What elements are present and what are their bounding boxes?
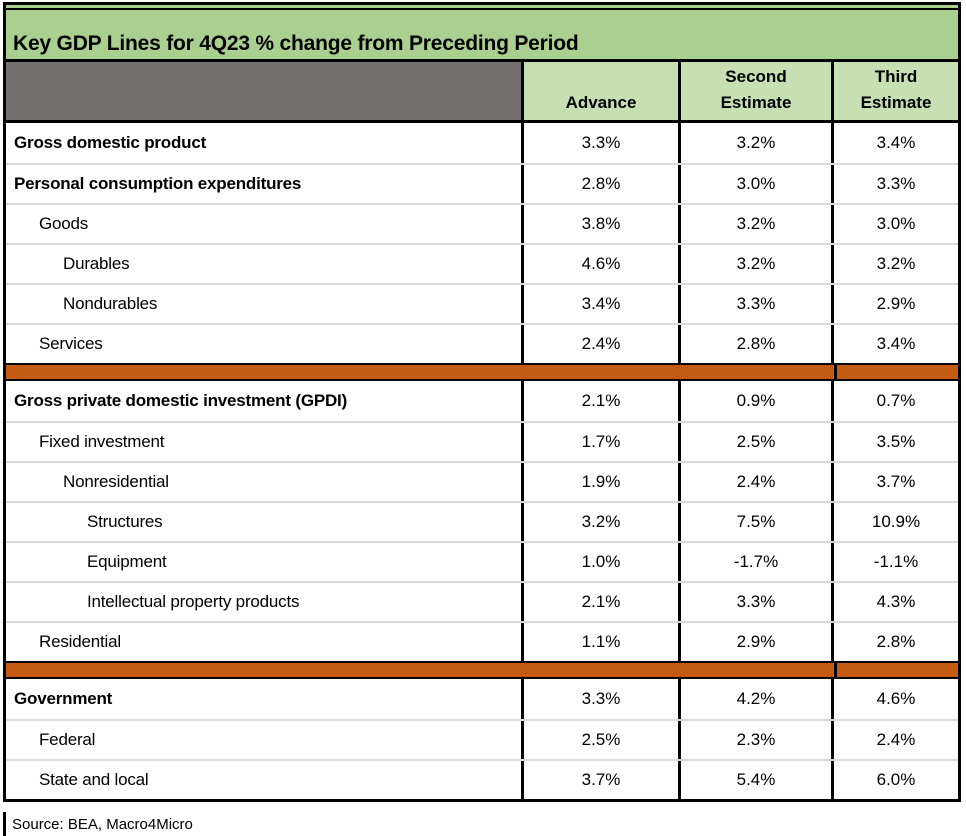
row-label: Intellectual property products bbox=[87, 592, 300, 611]
table-row: Government 3.3% 4.2% 4.6% bbox=[6, 679, 958, 719]
second-estimate-value: 3.3% bbox=[678, 285, 831, 323]
table-row: Fixed investment 1.7% 2.5% 3.5% bbox=[6, 421, 958, 461]
second-estimate-value: 3.2% bbox=[678, 245, 831, 283]
third-estimate-value: 6.0% bbox=[831, 761, 958, 799]
second-estimate-value: 2.3% bbox=[678, 721, 831, 759]
third-estimate-value: 3.2% bbox=[831, 245, 958, 283]
row-label: Residential bbox=[39, 632, 121, 651]
advance-value: 3.3% bbox=[521, 123, 678, 163]
third-estimate-value: 2.9% bbox=[831, 285, 958, 323]
advance-value: 2.8% bbox=[521, 165, 678, 203]
advance-value: 3.8% bbox=[521, 205, 678, 243]
header-corner-cell bbox=[6, 62, 521, 120]
table-row: Nonresidential 1.9% 2.4% 3.7% bbox=[6, 461, 958, 501]
orange-divider-segment bbox=[6, 663, 834, 677]
third-estimate-value: 3.5% bbox=[831, 423, 958, 461]
second-estimate-value: 7.5% bbox=[678, 503, 831, 541]
source-note: Source: BEA, Macro4Micro bbox=[12, 815, 193, 833]
third-estimate-value: 4.6% bbox=[831, 679, 958, 719]
third-estimate-value: 2.4% bbox=[831, 721, 958, 759]
table-row: Durables 4.6% 3.2% 3.2% bbox=[6, 243, 958, 283]
advance-value: 3.2% bbox=[521, 503, 678, 541]
row-label: Durables bbox=[63, 254, 130, 273]
second-estimate-value: 2.9% bbox=[678, 623, 831, 661]
third-estimate-value: 2.8% bbox=[831, 623, 958, 661]
second-estimate-value: 5.4% bbox=[678, 761, 831, 799]
column-header-row: Advance Second Estimate Third Estimate bbox=[6, 62, 958, 123]
second-estimate-value: 4.2% bbox=[678, 679, 831, 719]
advance-value: 3.7% bbox=[521, 761, 678, 799]
advance-value: 2.1% bbox=[521, 381, 678, 421]
third-estimate-value: 3.4% bbox=[831, 325, 958, 363]
second-estimate-value: 3.0% bbox=[678, 165, 831, 203]
table-row: Goods 3.8% 3.2% 3.0% bbox=[6, 203, 958, 243]
table-row: Gross private domestic investment (GPDI)… bbox=[6, 381, 958, 421]
row-label: Government bbox=[14, 689, 113, 708]
table-row: Intellectual property products 2.1% 3.3%… bbox=[6, 581, 958, 621]
table-row: Federal 2.5% 2.3% 2.4% bbox=[6, 719, 958, 759]
second-estimate-value: 3.2% bbox=[678, 205, 831, 243]
orange-divider bbox=[6, 661, 958, 679]
table-row: Structures 3.2% 7.5% 10.9% bbox=[6, 501, 958, 541]
column-header-third-estimate: Third Estimate bbox=[831, 62, 958, 120]
table-row: Residential 1.1% 2.9% 2.8% bbox=[6, 621, 958, 661]
advance-value: 1.1% bbox=[521, 623, 678, 661]
third-estimate-value: 3.0% bbox=[831, 205, 958, 243]
advance-value: 1.0% bbox=[521, 543, 678, 581]
table-title-bar: Key GDP Lines for 4Q23 % change from Pre… bbox=[6, 10, 958, 62]
table-title: Key GDP Lines for 4Q23 % change from Pre… bbox=[13, 32, 579, 55]
third-estimate-value: 3.3% bbox=[831, 165, 958, 203]
gdp-table: Key GDP Lines for 4Q23 % change from Pre… bbox=[3, 2, 961, 802]
row-label: Personal consumption expenditures bbox=[14, 174, 302, 193]
advance-value: 2.5% bbox=[521, 721, 678, 759]
second-estimate-value: 2.8% bbox=[678, 325, 831, 363]
advance-value: 3.3% bbox=[521, 679, 678, 719]
row-label: Equipment bbox=[87, 552, 167, 571]
third-estimate-value: 0.7% bbox=[831, 381, 958, 421]
row-label: Nonresidential bbox=[63, 472, 169, 491]
orange-divider-segment bbox=[6, 365, 834, 379]
table-row: Services 2.4% 2.8% 3.4% bbox=[6, 323, 958, 363]
row-label: Services bbox=[39, 334, 103, 353]
table-row: Nondurables 3.4% 3.3% 2.9% bbox=[6, 283, 958, 323]
second-estimate-value: 2.4% bbox=[678, 463, 831, 501]
table-row: Equipment 1.0% -1.7% -1.1% bbox=[6, 541, 958, 581]
second-estimate-value: 3.2% bbox=[678, 123, 831, 163]
second-estimate-value: 2.5% bbox=[678, 423, 831, 461]
second-estimate-value: 0.9% bbox=[678, 381, 831, 421]
row-label: State and local bbox=[39, 770, 149, 789]
table-row: Gross domestic product 3.3% 3.2% 3.4% bbox=[6, 123, 958, 163]
row-label: Gross private domestic investment (GPDI) bbox=[14, 391, 348, 410]
advance-value: 1.7% bbox=[521, 423, 678, 461]
third-estimate-value: -1.1% bbox=[831, 543, 958, 581]
row-label: Federal bbox=[39, 730, 96, 749]
third-estimate-value: 3.4% bbox=[831, 123, 958, 163]
second-estimate-value: 3.3% bbox=[678, 583, 831, 621]
orange-divider-segment bbox=[834, 663, 958, 677]
row-label: Goods bbox=[39, 214, 89, 233]
column-header-second-estimate: Second Estimate bbox=[678, 62, 831, 120]
table-row: Personal consumption expenditures 2.8% 3… bbox=[6, 163, 958, 203]
third-estimate-value: 3.7% bbox=[831, 463, 958, 501]
third-estimate-value: 10.9% bbox=[831, 503, 958, 541]
row-label: Gross domestic product bbox=[14, 133, 207, 152]
orange-divider bbox=[6, 363, 958, 381]
row-label: Fixed investment bbox=[39, 432, 165, 451]
advance-value: 4.6% bbox=[521, 245, 678, 283]
table-row: State and local 3.7% 5.4% 6.0% bbox=[6, 759, 958, 799]
advance-value: 3.4% bbox=[521, 285, 678, 323]
row-label: Nondurables bbox=[63, 294, 158, 313]
second-estimate-value: -1.7% bbox=[678, 543, 831, 581]
source-note-row: Source: BEA, Macro4Micro bbox=[3, 812, 961, 836]
orange-divider-segment bbox=[834, 365, 958, 379]
top-green-strip bbox=[6, 5, 958, 10]
third-estimate-value: 4.3% bbox=[831, 583, 958, 621]
row-label: Structures bbox=[87, 512, 163, 531]
advance-value: 1.9% bbox=[521, 463, 678, 501]
advance-value: 2.4% bbox=[521, 325, 678, 363]
advance-value: 2.1% bbox=[521, 583, 678, 621]
column-header-advance: Advance bbox=[521, 62, 678, 120]
